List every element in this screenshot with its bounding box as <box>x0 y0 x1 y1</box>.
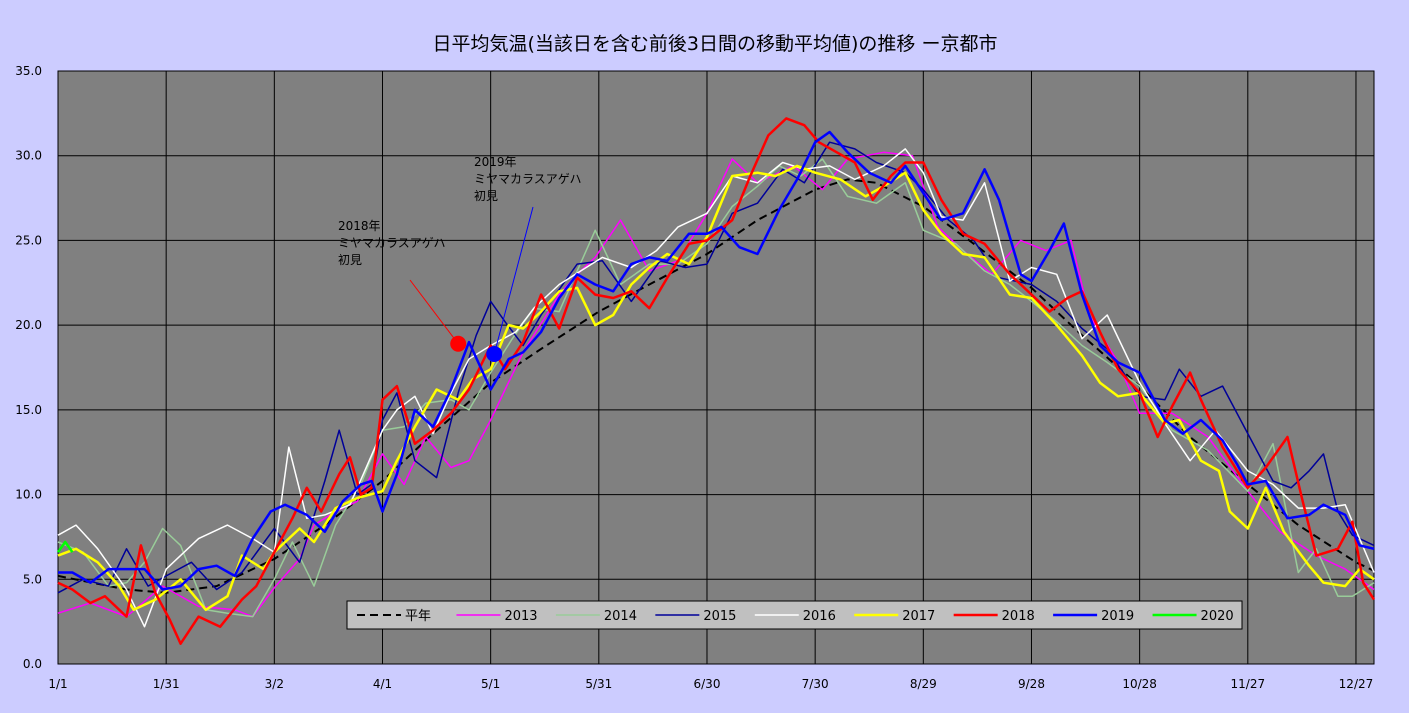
legend: 平年 2013 2014 2015 2016 2017 2018 2019 2020 <box>346 600 1243 630</box>
series-line-2015 <box>57 141 1375 594</box>
y-tick-label: 35.0 <box>15 64 42 78</box>
x-tick-label: 11/27 <box>1231 677 1266 691</box>
y-axis-ticks: 0.0 5.0 10.0 15.0 20.0 25.0 30.0 35.0 <box>15 64 42 671</box>
series-line-2017 <box>57 164 1375 612</box>
series-line-平年 <box>57 178 1375 594</box>
legend-label: 2015 <box>703 609 736 624</box>
y-tick-label: 5.0 <box>23 572 42 586</box>
annotation-marker <box>450 335 467 352</box>
legend-label: 2014 <box>604 609 637 624</box>
legend-label: 2013 <box>504 609 537 624</box>
annotation-text: 初見 <box>338 253 362 267</box>
series-lines <box>56 117 1376 645</box>
legend-label: 2020 <box>1201 609 1234 624</box>
annotation-leader-line <box>409 279 459 345</box>
annotation-text: ミヤマカラスアゲハ <box>338 236 446 250</box>
annotation-leader-line <box>493 206 534 355</box>
legend-label: 2016 <box>803 609 836 624</box>
annotation-text: ミヤマカラスアゲハ <box>474 172 582 186</box>
annotation-text: 2019年 <box>474 155 517 169</box>
x-tick-label: 6/30 <box>694 677 721 691</box>
plot-area <box>57 70 1375 665</box>
series-line-2016 <box>57 148 1375 628</box>
x-tick-label: 9/28 <box>1018 677 1045 691</box>
x-axis-ticks: 1/1 1/31 3/2 4/1 5/1 5/31 6/30 7/30 8/29 9/28 10/2… <box>48 677 1373 691</box>
x-tick-label: 8/29 <box>910 677 937 691</box>
series-line-2019 <box>58 130 1375 591</box>
x-tick-label: 1/31 <box>153 677 180 691</box>
x-tick-label: 5/31 <box>585 677 612 691</box>
annotation-text: 2018年 <box>338 219 381 233</box>
y-tick-label: 0.0 <box>23 657 42 671</box>
x-tick-label: 1/1 <box>48 677 67 691</box>
annotation-text: 初見 <box>474 189 498 203</box>
legend-label: 2019 <box>1101 609 1134 624</box>
series-line-2018 <box>57 117 1376 645</box>
x-tick-label: 4/1 <box>373 677 392 691</box>
y-tick-label: 30.0 <box>15 149 42 163</box>
series-line-2014 <box>57 158 1375 618</box>
legend-label: 平年 <box>405 609 431 624</box>
x-tick-label: 10/28 <box>1122 677 1157 691</box>
y-tick-label: 15.0 <box>15 403 42 417</box>
legend-label: 2017 <box>902 609 935 624</box>
x-tick-label: 5/1 <box>481 677 500 691</box>
x-tick-label: 12/27 <box>1339 677 1374 691</box>
y-tick-label: 25.0 <box>15 233 42 247</box>
y-tick-label: 20.0 <box>15 318 42 332</box>
y-tick-label: 10.0 <box>15 488 42 502</box>
x-tick-label: 7/30 <box>802 677 829 691</box>
annotation-marker <box>486 345 503 362</box>
legend-label: 2018 <box>1002 609 1035 624</box>
series-line-2020 <box>56 540 74 553</box>
chart-title: 日平均気温(当該日を含む前後3日間の移動平均値)の推移 ー京都市 <box>433 33 998 55</box>
x-tick-label: 3/2 <box>265 677 284 691</box>
